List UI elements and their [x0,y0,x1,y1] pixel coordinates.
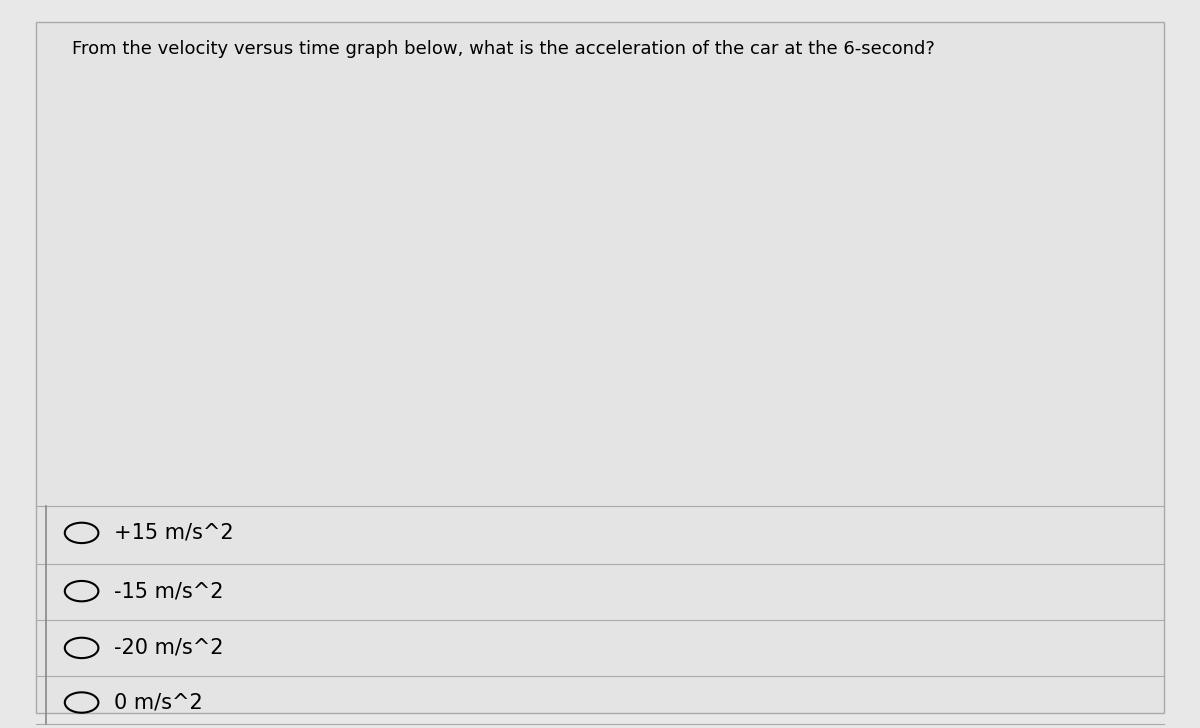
Text: C: C [430,216,438,229]
Text: D: D [554,236,564,249]
Text: From the velocity versus time graph below, what is the acceleration of the car a: From the velocity versus time graph belo… [72,40,935,58]
Title: Car's Velocity vs. Time: Car's Velocity vs. Time [323,77,517,92]
Text: 0 m/s^2: 0 m/s^2 [114,692,203,713]
Text: -20 m/s^2: -20 m/s^2 [114,638,223,658]
Y-axis label: Velocity (m/s): Velocity (m/s) [53,236,66,332]
X-axis label: Time (seconds): Time (seconds) [366,502,474,515]
Text: +15 m/s^2: +15 m/s^2 [114,523,234,543]
Text: F: F [617,414,625,427]
Text: E: E [554,368,563,381]
Text: -15 m/s^2: -15 m/s^2 [114,581,223,601]
Text: B: B [338,135,348,148]
Text: A: A [217,174,227,187]
